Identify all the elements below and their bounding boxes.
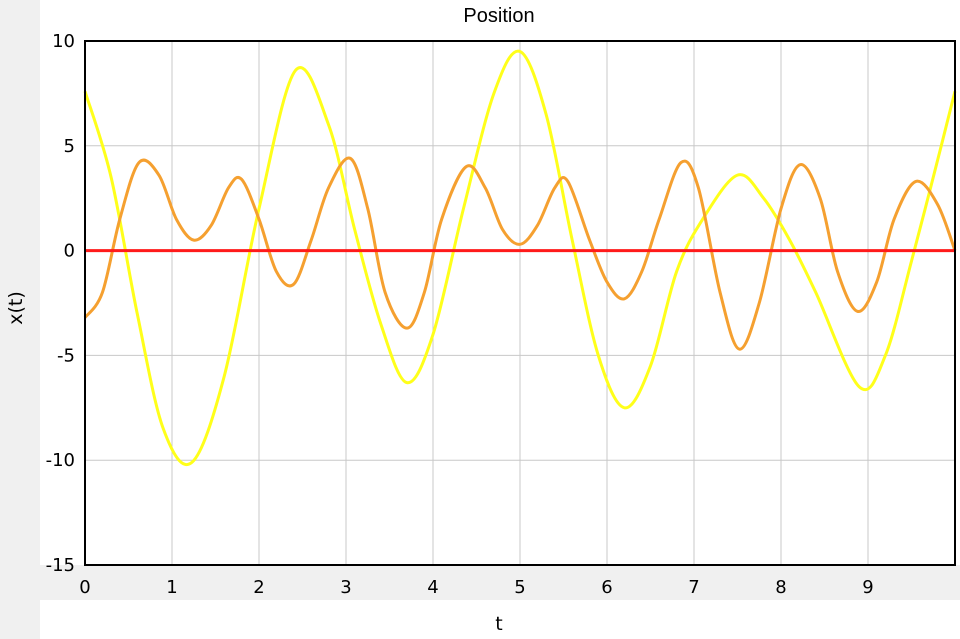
y-tick-label: -10 xyxy=(46,450,75,471)
x-tick-label: 7 xyxy=(688,577,699,598)
x-axis-label: t xyxy=(495,613,502,635)
y-tick-label: 5 xyxy=(64,136,75,157)
x-tick-label: 4 xyxy=(427,577,438,598)
yellow-series-line xyxy=(83,49,957,466)
x-tick-band xyxy=(0,565,960,600)
grid-lines xyxy=(85,41,955,565)
bottom-left-gutter xyxy=(0,600,40,639)
x-tick-labels: 0 1 2 3 4 5 6 7 8 9 xyxy=(79,577,873,598)
orange-series-line xyxy=(83,156,957,351)
x-tick-label: 2 xyxy=(253,577,264,598)
chart-title: Position xyxy=(463,5,534,27)
series-lines xyxy=(83,49,957,466)
x-tick-label: 9 xyxy=(862,577,873,598)
x-tick-label: 6 xyxy=(601,577,612,598)
y-tick-label: 10 xyxy=(52,31,75,52)
plot-frame xyxy=(84,40,956,566)
x-tick-label: 3 xyxy=(340,577,351,598)
x-tick-label: 8 xyxy=(775,577,786,598)
y-tick-label: -5 xyxy=(57,345,75,366)
y-tick-label: 0 xyxy=(64,241,75,262)
left-gutter xyxy=(0,0,40,565)
y-tick-label: -15 xyxy=(46,555,75,576)
y-tick-labels: 10 5 0 -5 -10 -15 xyxy=(46,31,75,576)
x-tick-label: 1 xyxy=(166,577,177,598)
x-tick-label: 0 xyxy=(79,577,90,598)
x-tick-label: 5 xyxy=(514,577,525,598)
y-axis-label: x(t) xyxy=(5,291,27,325)
